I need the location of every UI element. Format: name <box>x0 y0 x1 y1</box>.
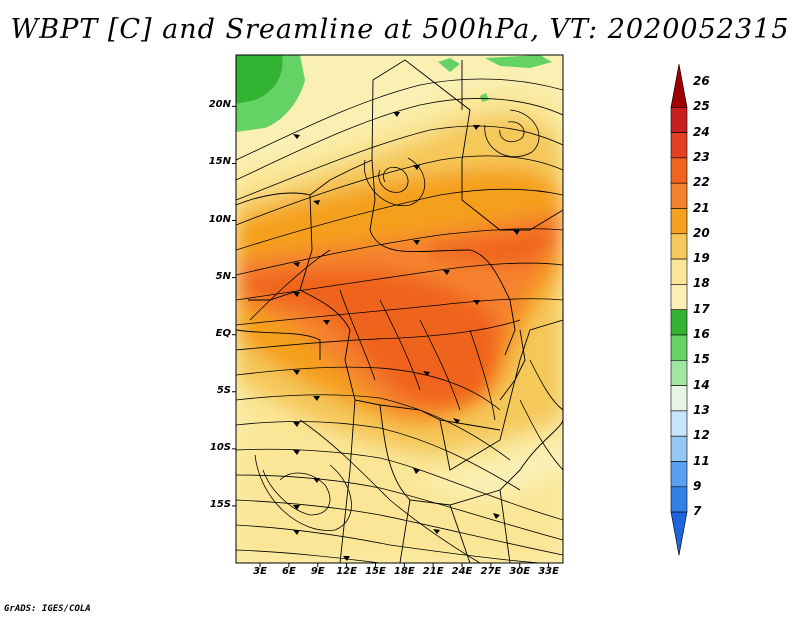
colorbar-bottom-arrow <box>670 511 688 556</box>
lat-label: EQ <box>215 327 231 339</box>
colorbar-swatch <box>670 157 688 184</box>
green-patch-small <box>480 93 489 102</box>
map-title: WBPT [C] and Sreamline at 500hPa, VT: 20… <box>10 14 790 45</box>
lat-label: 10N <box>208 213 231 225</box>
colorbar-top-arrow <box>670 63 688 108</box>
green-patch-ne <box>485 55 552 68</box>
colorbar-label: 16 <box>693 327 710 341</box>
colorbar-label: 22 <box>693 175 710 190</box>
lon-label: 9E <box>310 566 325 577</box>
footer-credit: GrADS: IGES/COLA <box>4 604 91 614</box>
colorbar <box>670 63 688 556</box>
colorbar-label: 23 <box>693 149 710 164</box>
colorbar-swatch <box>670 410 688 437</box>
colorbar-label: 25 <box>693 99 710 114</box>
lon-label: 15E <box>365 566 386 577</box>
colorbar-label: 24 <box>693 124 710 139</box>
colorbar-label: 17 <box>693 301 710 316</box>
lon-label: 3E <box>253 566 267 577</box>
colorbar-swatch <box>670 233 688 260</box>
colorbar-swatch <box>670 334 688 361</box>
lat-label: 15N <box>208 156 231 168</box>
colorbar-label: 14 <box>693 377 710 392</box>
colorbar-swatch <box>670 486 688 513</box>
colorbar-label: 20 <box>693 225 710 240</box>
colorbar-swatch <box>670 385 688 412</box>
lon-label: 24E <box>451 566 473 577</box>
colorbar-swatch <box>670 309 688 336</box>
colorbar-label: 18 <box>693 276 710 291</box>
lon-label: 6E <box>281 566 296 577</box>
colorbar-label: 19 <box>693 251 710 266</box>
lon-label: 30E <box>509 566 531 577</box>
lon-label: 33E <box>538 566 559 577</box>
green-patch-nw-core <box>236 55 283 104</box>
colorbar-label: 11 <box>693 453 710 468</box>
lon-label: 21E <box>422 566 444 577</box>
colorbar-label: 13 <box>693 402 710 417</box>
colorbar-swatch <box>670 107 688 133</box>
colorbar-label: 9 <box>693 478 702 493</box>
lon-ticks <box>259 563 550 567</box>
green-patch-n <box>438 58 460 72</box>
colorbar-label: 7 <box>693 504 702 519</box>
colorbar-swatch <box>670 435 688 462</box>
lon-label: 12E <box>336 566 357 577</box>
colorbar-swatch <box>670 182 688 209</box>
colorbar-swatch <box>670 461 688 488</box>
streamline-arrows <box>293 112 520 561</box>
colorbar-label: 26 <box>693 74 710 88</box>
lat-label: 5S <box>216 384 231 396</box>
colorbar-swatch <box>670 208 688 235</box>
lon-label: 27E <box>480 566 502 577</box>
colorbar-swatch <box>670 359 688 386</box>
lat-label: 20N <box>208 99 231 111</box>
lat-label: 10S <box>209 441 231 453</box>
map-plot-area <box>236 55 563 563</box>
colorbar-swatch <box>670 284 688 310</box>
map-frame <box>235 54 564 564</box>
lat-ticks <box>232 105 236 507</box>
colorbar-swatch <box>670 132 688 159</box>
streamlines <box>236 78 563 563</box>
lon-label: 18E <box>393 566 415 577</box>
colorbar-swatch <box>670 258 688 285</box>
colorbar-label: 15 <box>693 352 710 367</box>
temperature-shading <box>236 88 563 563</box>
colorbar-label: 21 <box>693 200 710 215</box>
colorbar-label: 12 <box>693 428 710 443</box>
lat-label: 5N <box>215 270 231 282</box>
lat-label: 15S <box>209 498 231 510</box>
